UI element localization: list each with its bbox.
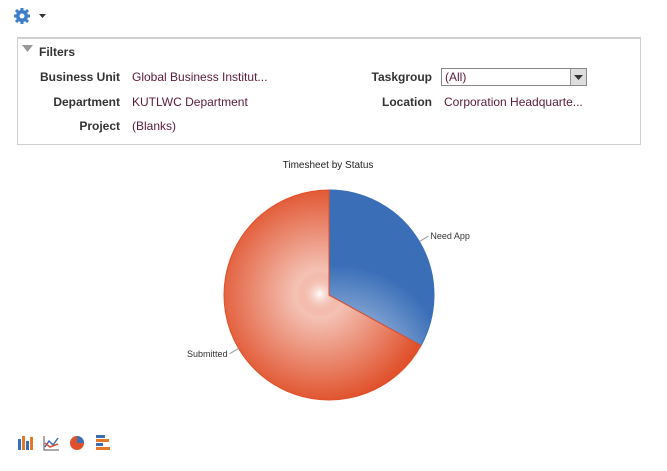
chart-type-icons [18,435,110,451]
taskgroup-select[interactable]: (All) [441,68,587,86]
filter-label: Location [382,95,432,109]
pie-chart: Timesheet by Status Need App Submitted [187,160,470,401]
select-button[interactable] [570,69,586,85]
filter-value: Global Business Institut... [132,70,268,84]
filter-value: (Blanks) [132,119,177,133]
bar-chart-icon[interactable] [18,436,33,450]
select-value: (All) [445,70,467,84]
pie-chart-icon[interactable] [70,436,84,450]
filter-value: Corporation Headquarte... [444,95,583,109]
filter-label: Taskgroup [371,70,432,84]
slice-label: Submitted [187,349,228,359]
chart-title: Timesheet by Status [283,160,374,171]
line-chart-icon[interactable] [43,436,59,451]
leader-line [419,235,429,242]
collapse-toggle[interactable] [22,44,34,54]
settings-menu[interactable] [12,6,52,26]
pie-slice [328,189,435,347]
slice-label: Need App [430,231,470,241]
filters-title: Filters [39,45,76,59]
filter-label: Project [79,119,120,133]
filter-value: KUTLWC Department [132,95,248,109]
filter-label: Department [53,95,120,109]
horizontal-bar-icon[interactable] [96,435,110,450]
filters-panel: Filters [17,37,641,145]
leader-line [229,348,239,355]
filter-label: Business Unit [39,70,120,84]
